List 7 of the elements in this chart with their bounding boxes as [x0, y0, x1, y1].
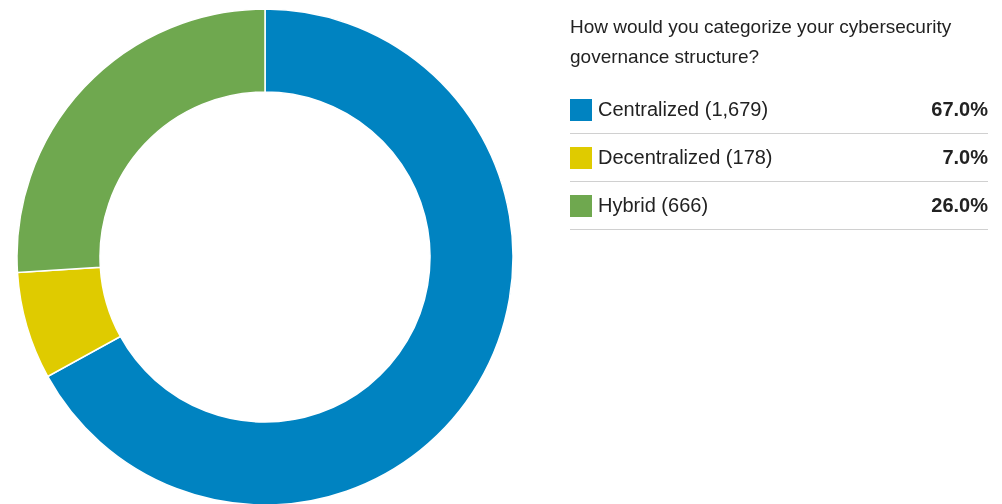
legend-label: Decentralized (178) [598, 146, 774, 169]
text: How would you categorize your cybersecurity governance structure? [570, 15, 953, 69]
data-label: 26.0% [931, 194, 988, 217]
data-label: 67.0% [931, 98, 988, 121]
legend-label: Centralized (1,679) [598, 98, 770, 121]
data-label: 7.0% [942, 146, 988, 169]
legend-label: Hybrid (666) [598, 194, 710, 217]
